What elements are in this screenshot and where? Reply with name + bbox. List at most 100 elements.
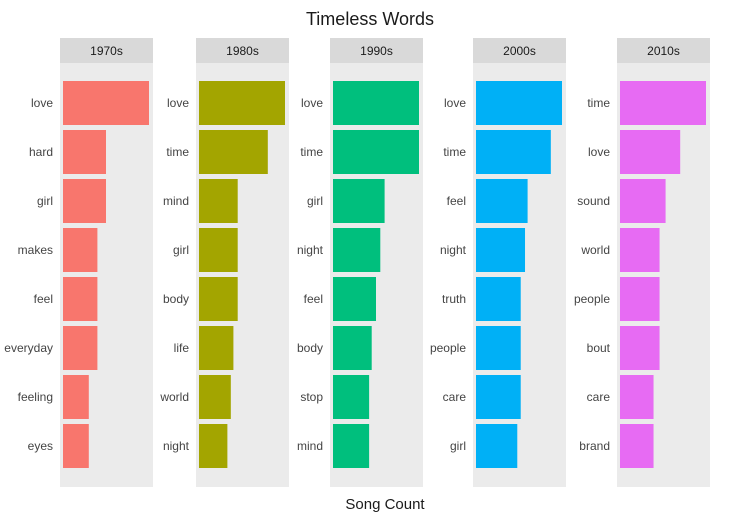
y-tick-label: truth — [442, 292, 466, 306]
bar-2000s-girl — [476, 424, 518, 468]
bar-1980s-world — [199, 375, 231, 419]
y-tick-label: time — [587, 96, 610, 110]
bar-2010s-world — [620, 228, 660, 272]
bar-1980s-mind — [199, 179, 238, 223]
y-tick-label: girl — [37, 194, 53, 208]
bar-1970s-girl — [63, 179, 106, 223]
y-tick-label: stop — [300, 390, 323, 404]
x-axis-label: Song Count — [345, 496, 425, 513]
bar-1970s-love — [63, 81, 149, 125]
facet-strip-label: 1980s — [226, 44, 259, 58]
facet-strip-label: 1990s — [360, 44, 393, 58]
facet-strip-label: 2000s — [503, 44, 536, 58]
y-tick-label: mind — [297, 439, 323, 453]
bar-1980s-girl — [199, 228, 238, 272]
y-tick-label: makes — [18, 243, 53, 257]
y-tick-label: night — [163, 439, 190, 453]
y-tick-label: people — [574, 292, 610, 306]
y-tick-label: body — [163, 292, 189, 306]
chart-title: Timeless Words — [305, 9, 435, 29]
bar-1980s-body — [199, 277, 238, 321]
bar-1990s-mind — [333, 424, 370, 468]
facet-strip-label: 2010s — [647, 44, 680, 58]
y-tick-label: people — [430, 341, 466, 355]
y-tick-label: brand — [579, 439, 610, 453]
y-tick-label: hard — [29, 145, 53, 159]
bar-2010s-time — [620, 81, 706, 125]
bar-1970s-makes — [63, 228, 98, 272]
y-tick-label: sound — [577, 194, 610, 208]
bar-2000s-care — [476, 375, 521, 419]
facet-strip-2000s — [473, 38, 566, 63]
facet-1970s: 1970s love hard girl makes feel everyday feelin… — [4, 38, 153, 487]
y-tick-label: time — [443, 145, 466, 159]
y-tick-label: love — [588, 145, 610, 159]
facet-strip-2010s — [617, 38, 710, 63]
bar-1990s-body — [333, 326, 372, 370]
y-tick-label: mind — [163, 194, 189, 208]
facet-strip-1990s — [330, 38, 423, 63]
y-tick-label: love — [444, 96, 466, 110]
bar-2010s-care — [620, 375, 654, 419]
bar-1980s-time — [199, 130, 268, 174]
y-tick-label: girl — [450, 439, 466, 453]
facet-strip-1980s — [196, 38, 289, 63]
bar-1970s-feel — [63, 277, 98, 321]
y-tick-label: love — [301, 96, 323, 110]
bar-2010s-sound — [620, 179, 666, 223]
facet-panel-1980s — [196, 63, 289, 487]
y-tick-label: eyes — [28, 439, 53, 453]
y-tick-label: love — [167, 96, 189, 110]
y-tick-label: care — [443, 390, 467, 404]
y-tick-label: feeling — [18, 390, 53, 404]
bar-2000s-feel — [476, 179, 528, 223]
facet-panel-1970s — [60, 63, 153, 487]
bar-2010s-bout — [620, 326, 660, 370]
facet-2010s: 2010s time love sound world people bout care bra… — [574, 38, 710, 487]
facet-panel-2010s — [617, 63, 710, 487]
bar-1980s-love — [199, 81, 285, 125]
y-tick-label: feel — [34, 292, 53, 306]
bar-1990s-time — [333, 130, 419, 174]
bar-1970s-everyday — [63, 326, 98, 370]
facet-strip-1970s — [60, 38, 153, 63]
bar-1970s-eyes — [63, 424, 89, 468]
bar-2000s-people — [476, 326, 521, 370]
bar-2000s-truth — [476, 277, 521, 321]
y-tick-label: girl — [307, 194, 323, 208]
bar-2010s-love — [620, 130, 681, 174]
y-tick-label: feel — [447, 194, 466, 208]
y-tick-label: everyday — [4, 341, 53, 355]
bar-2010s-people — [620, 277, 660, 321]
bar-2000s-love — [476, 81, 562, 125]
facet-strip-label: 1970s — [90, 44, 123, 58]
bar-1990s-feel — [333, 277, 376, 321]
bar-2010s-brand — [620, 424, 654, 468]
y-tick-label: world — [159, 390, 189, 404]
y-tick-label: time — [166, 145, 189, 159]
bar-1970s-feeling — [63, 375, 89, 419]
y-tick-label: bout — [587, 341, 611, 355]
y-tick-label: feel — [304, 292, 323, 306]
facet-panel-1990s — [330, 63, 423, 487]
y-tick-label: care — [587, 390, 611, 404]
y-tick-label: night — [297, 243, 324, 257]
bar-1970s-hard — [63, 130, 106, 174]
bar-1990s-girl — [333, 179, 385, 223]
bar-1990s-stop — [333, 375, 370, 419]
bar-1980s-night — [199, 424, 228, 468]
bar-2000s-night — [476, 228, 526, 272]
y-tick-label: world — [580, 243, 610, 257]
y-tick-label: night — [440, 243, 467, 257]
y-tick-label: love — [31, 96, 53, 110]
facet-panel-2000s — [473, 63, 566, 487]
bar-1990s-love — [333, 81, 419, 125]
y-tick-label: time — [300, 145, 323, 159]
y-tick-label: body — [297, 341, 323, 355]
bar-1980s-life — [199, 326, 234, 370]
facet-2000s: 2000s love time feel night truth people care gir… — [430, 38, 566, 487]
y-tick-label: girl — [173, 243, 189, 257]
bar-1990s-night — [333, 228, 381, 272]
facet-1990s: 1990s love time girl night feel body stop mind — [297, 38, 423, 487]
